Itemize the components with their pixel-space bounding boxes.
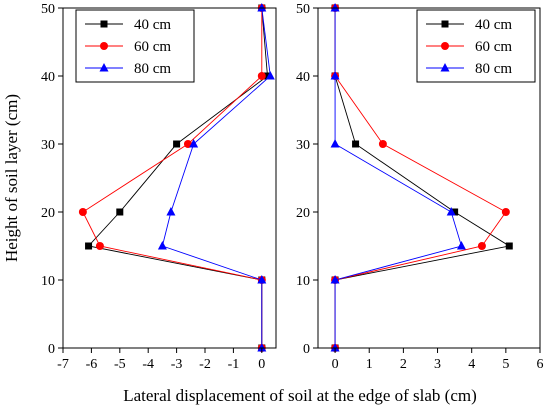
right-x-tick-label: 2 bbox=[400, 357, 407, 372]
right-series-2-point bbox=[330, 343, 340, 352]
left-y-tick-label: 50 bbox=[41, 2, 55, 17]
right-legend-label: 40 cm bbox=[475, 17, 512, 33]
left-legend-marker bbox=[99, 63, 109, 72]
right-series-1-point bbox=[501, 208, 510, 216]
y-axis-title: Height of soil layer (cm) bbox=[2, 94, 21, 262]
left-x-tick-label: -6 bbox=[86, 357, 98, 372]
left-series-0-point bbox=[116, 208, 124, 216]
left-y-tick-label: 10 bbox=[41, 274, 55, 289]
left-series-2-point bbox=[257, 3, 267, 12]
left-panel: -7 -6 -5 -4 -3 -2 -1 0 0 10 20 30 40 50 40 cm 60 cm 80 c… bbox=[41, 2, 277, 372]
right-legend-label: 80 cm bbox=[475, 61, 512, 77]
left-series-2-point bbox=[189, 139, 199, 148]
left-x-tick-label: -2 bbox=[199, 357, 211, 372]
right-series-2-point bbox=[330, 139, 340, 148]
left-legend-label: 60 cm bbox=[134, 39, 171, 55]
right-series-2-point bbox=[446, 207, 456, 216]
right-series-1-point bbox=[477, 242, 486, 250]
right-series-0-point bbox=[451, 208, 459, 216]
left-y-tick-label: 30 bbox=[41, 138, 55, 153]
right-series-1-point bbox=[378, 140, 387, 148]
right-y-tick-label: 30 bbox=[296, 138, 310, 153]
left-plot-frame bbox=[62, 7, 277, 349]
left-series-1-point bbox=[78, 208, 87, 216]
right-series-0-point bbox=[505, 242, 513, 250]
left-series-2-point bbox=[157, 241, 167, 250]
right-series-2-point bbox=[330, 275, 340, 284]
left-legend-marker bbox=[100, 20, 108, 28]
left-x-tick-label: 0 bbox=[258, 357, 265, 372]
right-legend: 40 cm 60 cm 80 cm bbox=[416, 9, 536, 83]
left-legend-label: 80 cm bbox=[134, 61, 171, 77]
right-x-tick-label: 0 bbox=[332, 357, 339, 372]
left-x-tick-label: -1 bbox=[228, 357, 240, 372]
left-series-0-point bbox=[85, 242, 93, 250]
left-series-2-point bbox=[166, 207, 176, 216]
x-axis-title: Lateral displacement of soil at the edge… bbox=[123, 386, 477, 405]
left-series-0-point bbox=[173, 140, 181, 148]
right-x-tick-label: 6 bbox=[537, 357, 544, 372]
right-y-tick-label: 20 bbox=[296, 206, 310, 221]
right-y-tick-label: 50 bbox=[296, 2, 310, 17]
left-series-0-point bbox=[263, 72, 271, 80]
right-series-2-point bbox=[330, 3, 340, 12]
right-x-tick-label: 4 bbox=[468, 357, 475, 372]
right-legend-marker bbox=[441, 20, 449, 28]
left-x-tick-label: -3 bbox=[171, 357, 183, 372]
left-legend: 40 cm 60 cm 80 cm bbox=[75, 9, 195, 83]
left-legend-label: 40 cm bbox=[134, 17, 171, 33]
left-x-tick-label: -7 bbox=[57, 357, 69, 372]
right-legend-label: 60 cm bbox=[475, 39, 512, 55]
right-plot-frame bbox=[317, 7, 541, 349]
left-y-tick-label: 0 bbox=[48, 342, 55, 357]
right-x-tick-label: 5 bbox=[502, 357, 509, 372]
right-y-tick-label: 40 bbox=[296, 70, 310, 85]
right-x-tick-label: 1 bbox=[366, 357, 373, 372]
left-y-tick-label: 40 bbox=[41, 70, 55, 85]
right-y-tick-label: 0 bbox=[303, 342, 310, 357]
right-series-2-point bbox=[456, 241, 466, 250]
left-series-2-point bbox=[265, 71, 275, 80]
right-series-0-point bbox=[352, 140, 360, 148]
right-panel: 0 1 2 3 4 5 6 0 10 20 30 40 50 40 cm 60 cm 80 cm bbox=[296, 2, 544, 372]
right-x-tick-label: 3 bbox=[434, 357, 441, 372]
left-series-1-point bbox=[257, 72, 266, 80]
left-x-tick-label: -4 bbox=[142, 357, 154, 372]
left-legend-marker bbox=[100, 42, 108, 50]
left-y-tick-label: 20 bbox=[41, 206, 55, 221]
left-series-2-point bbox=[257, 343, 267, 352]
left-x-tick-label: -5 bbox=[114, 357, 126, 372]
left-series-1-point bbox=[95, 242, 104, 250]
left-series-2-point bbox=[257, 275, 267, 284]
right-legend-marker bbox=[441, 42, 449, 50]
right-y-tick-label: 10 bbox=[296, 274, 310, 289]
right-legend-marker bbox=[440, 63, 450, 72]
right-series-2-point bbox=[330, 71, 340, 80]
